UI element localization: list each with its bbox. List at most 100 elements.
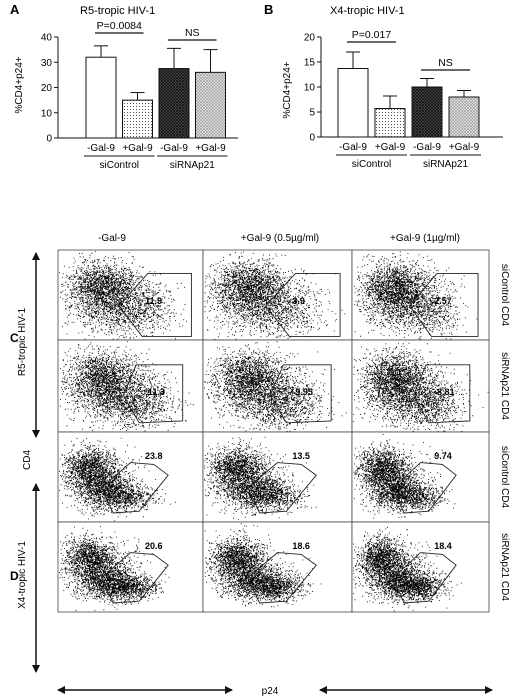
y-tick-label-b-2: 10	[304, 83, 316, 94]
annotation-text-a-1: NS	[185, 27, 200, 39]
flow-plot-r4-c3: 18.4	[351, 521, 490, 613]
flow-event-cloud	[354, 251, 478, 340]
flow-plot-r1-c1: 11.9	[57, 249, 204, 341]
flow-event-cloud	[59, 251, 188, 340]
flow-plot-frame	[351, 521, 490, 613]
y-tick-label-b-1: 5	[309, 108, 315, 119]
flow-event-cloud	[60, 341, 194, 432]
panel-letter-c: C	[10, 331, 19, 345]
bar-a-1	[122, 99, 153, 139]
gate-value: 2.57	[434, 296, 452, 306]
column-header-3: +Gal-9 (1µg/ml)	[390, 233, 460, 244]
flow-plot-r4-c2: 18.6	[202, 521, 353, 613]
gate-value: 9.95	[295, 387, 313, 397]
category-labels-a: -Gal-9 +Gal-9 -Gal-9 +Gal-9	[87, 143, 226, 154]
y-ticks-b: 0 5 10 15 20	[304, 33, 321, 144]
annotations-b: P=0.017 NS	[347, 29, 470, 71]
flow-gate	[100, 462, 169, 514]
column-header-1: -Gal-9	[98, 233, 126, 244]
y-tick-label-b-3: 15	[304, 58, 316, 69]
flow-plot-r3-c2: 13.5	[202, 431, 353, 523]
group-label-b-0: siControl	[352, 159, 391, 170]
flow-event-cloud	[204, 436, 317, 521]
flow-event-cloud	[204, 341, 347, 432]
flow-event-cloud	[353, 434, 456, 519]
error-bars-a	[94, 45, 218, 101]
group-labels-a: siControl siRNAp21	[84, 155, 228, 171]
error-bars-b	[346, 51, 471, 109]
annotations-a: P=0.0084 NS	[95, 20, 217, 41]
category-label-a-3: +Gal-9	[195, 143, 226, 154]
flow-event-cloud	[353, 527, 462, 612]
gate-value: 13.5	[292, 451, 310, 461]
bar-a-3	[195, 71, 226, 139]
panel-letter-b: B	[264, 2, 273, 17]
category-label-a-2: -Gal-9	[160, 143, 188, 154]
flow-plot-r3-c1: 23.8	[57, 431, 204, 523]
row-label-3: siControl CD4	[499, 446, 510, 509]
gate-value: 3.9	[292, 296, 305, 306]
flow-plots: 11.9 3.9 2.57 11.3 9.95 8.81 23.8 13.5 9.74 20.6 1…	[57, 249, 490, 613]
y-tick-label-a-3: 30	[41, 58, 53, 69]
annotation-text-b-0: P=0.017	[352, 29, 392, 41]
gate-value: 8.81	[437, 387, 455, 397]
category-labels-b: -Gal-9 +Gal-9 -Gal-9 +Gal-9	[339, 142, 479, 153]
flow-plot-r2-c2: 9.95	[202, 339, 353, 433]
y-axis-label-a: %CD4+p24+	[14, 56, 25, 113]
flow-event-cloud	[204, 523, 322, 608]
flow-plot-r1-c3: 2.57	[351, 249, 490, 341]
group-label-a-1: siRNAp21	[170, 160, 215, 171]
category-label-b-2: -Gal-9	[413, 142, 441, 153]
flow-gate	[269, 364, 332, 424]
panel-letter-d: D	[10, 569, 19, 583]
group-label-x4: X4-tropic HIV-1	[17, 541, 28, 609]
flow-plot-frame	[57, 339, 204, 433]
bars-b	[337, 68, 480, 138]
gate-value: 23.8	[145, 451, 163, 461]
chart-title-b: X4-tropic HIV-1	[330, 5, 405, 17]
bar-b-3	[448, 96, 480, 138]
row-label-1: siControl CD4	[499, 264, 510, 327]
bar-a-2	[158, 68, 190, 139]
bar-b-0	[337, 68, 369, 138]
gate-value: 9.74	[434, 451, 452, 461]
chart-title-a: R5-tropic HIV-1	[80, 5, 155, 17]
y-tick-label-b-0: 0	[309, 133, 315, 144]
row-label-2: siRNAp21 CD4	[499, 352, 510, 420]
category-label-a-1: +Gal-9	[122, 143, 153, 154]
x-axis-label-p24: p24	[262, 686, 279, 697]
flow-event-cloud	[59, 526, 170, 612]
y-tick-label-a-4: 40	[41, 33, 53, 44]
panel-letter-a: A	[10, 2, 20, 17]
bar-chart-r5: A R5-tropic HIV-1 %CD4+p24+ 0 10 20 30 40 -G…	[10, 2, 238, 171]
group-label-b-1: siRNAp21	[423, 159, 468, 170]
annotation-text-a-0: P=0.0084	[97, 20, 142, 32]
bars-a	[85, 56, 226, 139]
flow-cytometry-grid: -Gal-9 +Gal-9 (0.5µg/ml) +Gal-9 (1µg/ml)…	[10, 233, 510, 697]
gate-value: 11.3	[148, 387, 165, 397]
flow-gate	[247, 462, 317, 514]
flow-plot-r4-c1: 20.6	[57, 521, 204, 613]
annotation-text-b-1: NS	[438, 57, 453, 69]
flow-plot-r1-c2: 3.9	[202, 249, 353, 341]
flow-plot-r2-c3: 8.81	[351, 339, 490, 433]
bar-b-2	[411, 86, 443, 138]
y-ticks-a: 0 10 20 30 40	[41, 33, 58, 145]
flow-gate	[247, 552, 317, 604]
gate-value: 18.4	[434, 541, 452, 551]
bar-b-1	[374, 108, 406, 138]
flow-gate	[392, 462, 457, 514]
group-labels-b: siControl siRNAp21	[336, 154, 481, 170]
gate-value: 18.6	[292, 541, 310, 551]
group-label-a-0: siControl	[100, 160, 139, 171]
category-label-a-0: -Gal-9	[87, 143, 115, 154]
gate-value: 20.6	[145, 541, 163, 551]
flow-gate	[408, 272, 479, 337]
y-tick-label-a-0: 0	[46, 134, 52, 145]
y-axis-label-cd4: CD4	[22, 450, 33, 470]
category-label-b-3: +Gal-9	[449, 142, 480, 153]
flow-gate	[100, 552, 169, 604]
y-axis-label-b: %CD4+p24+	[282, 61, 293, 118]
column-header-2: +Gal-9 (0.5µg/ml)	[241, 233, 319, 244]
